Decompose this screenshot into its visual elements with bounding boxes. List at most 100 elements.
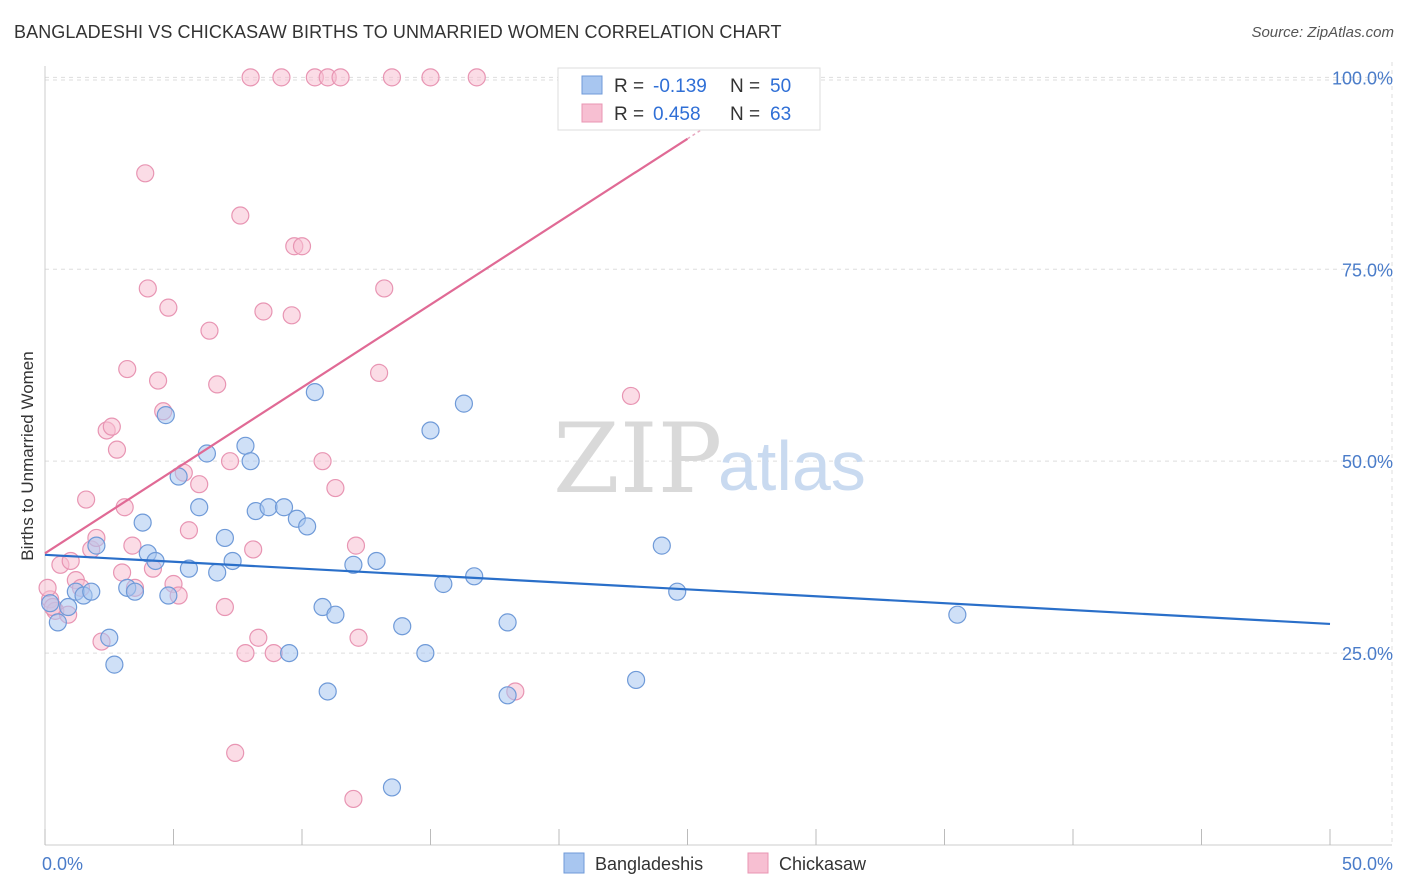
chickasaw-point-24: [159, 298, 178, 317]
bangladeshi-point-25: [259, 498, 278, 517]
chickasaw-point-33: [220, 452, 240, 471]
legend-box: R = -0.139 N = 50 R = 0.458 N = 63: [557, 67, 821, 131]
chickasaw-point-56: [382, 68, 402, 87]
chickasaw-point-55: [375, 279, 394, 298]
chickasaw-point-7: [77, 490, 96, 509]
chickasaw-point-43: [282, 306, 301, 325]
chickasaw-point-13: [107, 440, 127, 459]
legend-r-value-1: -0.139: [653, 76, 707, 97]
chickasaw-point-38: [241, 68, 260, 87]
chickasaw-point-34: [226, 743, 245, 762]
y-tick-label-3: 100.0%: [1332, 68, 1393, 88]
bangladeshi-point-13: [159, 586, 178, 605]
watermark: ZIP atlas: [553, 403, 866, 515]
bangladeshi-point-44: [498, 613, 517, 632]
y-tick-label-1: 50.0%: [1342, 452, 1393, 472]
bangladeshi-point-42: [465, 567, 484, 586]
legend-n-label-1: N =: [730, 76, 760, 97]
chickasaw-point-35: [231, 206, 250, 225]
chickasaw-point-17: [123, 536, 142, 555]
bangladeshi-point-20: [215, 528, 234, 548]
chickasaw-point-60: [621, 386, 641, 406]
chickasaw-point-49: [326, 478, 345, 498]
chickasaw-point-12: [102, 417, 121, 436]
legend-swatch-pink: [581, 103, 603, 123]
bangladeshi-point-48: [948, 605, 967, 624]
bangladeshi-point-7: [100, 628, 119, 647]
bangladeshi-point-38: [416, 643, 435, 663]
bangladeshi-point-10: [133, 513, 152, 532]
chickasaw-point-36: [236, 643, 255, 663]
axes: [44, 66, 1392, 846]
chickasaw-point-22: [148, 371, 168, 390]
chickasaw-trend-line: [44, 137, 689, 555]
bangladeshi-point-6: [87, 536, 106, 555]
chart-title: BANGLADESHI VS CHICKASAW BIRTHS TO UNMAR…: [14, 22, 782, 42]
bangladeshi-point-23: [241, 452, 260, 471]
bangladeshi-point-17: [190, 498, 209, 517]
chickasaw-point-14: [112, 563, 132, 582]
chickasaw-point-62: [38, 578, 57, 597]
bangladeshi-point-0: [41, 594, 60, 613]
bangladeshi-point-40: [434, 574, 453, 594]
chickasaw-point-19: [136, 164, 155, 183]
bangladeshi-point-29: [298, 517, 317, 536]
bangladeshi-point-1: [48, 613, 67, 632]
x-tick-label-0: 0.0%: [42, 854, 83, 874]
chickasaw-point-40: [254, 302, 273, 321]
bangladeshi-point-32: [318, 682, 337, 701]
bangladeshi-point-16: [179, 559, 199, 578]
chickasaw-point-51: [344, 789, 363, 809]
legend-r-value-2: 0.458: [653, 104, 701, 125]
bangladeshi-point-22: [236, 436, 255, 455]
bangladeshi-point-34: [344, 555, 363, 574]
chickasaw-point-20: [138, 279, 157, 298]
bangladeshi-point-47: [668, 582, 687, 601]
chickasaw-point-39: [249, 628, 268, 647]
bangladeshi-point-26: [274, 498, 294, 517]
legend-r-label-2: R =: [614, 104, 644, 125]
bangladeshi-point-37: [393, 617, 412, 636]
bangladeshi-point-45: [626, 670, 646, 690]
legend-n-label-2: N =: [730, 104, 760, 125]
bottom-legend-swatch-pink: [747, 852, 769, 874]
grid-lines: [45, 62, 1393, 845]
bangladeshi-point-14: [156, 406, 175, 425]
chickasaw-point-29: [190, 475, 209, 494]
watermark-zip: ZIP: [553, 403, 722, 515]
bangladeshi-point-27: [280, 643, 299, 663]
chickasaw-point-54: [370, 363, 389, 382]
chickasaw-point-41: [264, 643, 283, 663]
source-credit: Source: ZipAtlas.com: [1251, 24, 1394, 41]
bangladeshi-point-19: [208, 563, 227, 582]
y-tick-label-2: 75.0%: [1342, 260, 1393, 280]
legend-swatch-blue: [581, 75, 603, 95]
chickasaw-point-45: [292, 237, 312, 256]
y-axis-label: Births to Unmarried Women: [18, 351, 37, 560]
chickasaw-point-52: [349, 628, 368, 647]
chickasaw-point-58: [467, 68, 486, 87]
bangladeshi-point-39: [421, 421, 440, 440]
bangladeshi-point-36: [382, 778, 402, 797]
chickasaw-point-37: [244, 540, 263, 559]
legend-n-value-2: 63: [770, 104, 791, 125]
chickasaw-point-32: [215, 597, 234, 617]
watermark-atlas: atlas: [718, 427, 866, 505]
bangladeshi-point-2: [59, 597, 78, 617]
bangladeshi-point-35: [367, 551, 386, 571]
bottom-legend: Bangladeshis Chickasaw: [563, 852, 867, 874]
legend-n-value-1: 50: [770, 76, 791, 97]
chickasaw-points: [38, 68, 641, 809]
bangladeshi-trend-line: [44, 553, 1331, 626]
y-tick-label-0: 25.0%: [1342, 644, 1393, 664]
chickasaw-point-42: [272, 68, 291, 87]
bottom-legend-bangladeshis: Bangladeshis: [595, 854, 703, 874]
chickasaw-point-47: [313, 452, 332, 471]
chickasaw-point-31: [208, 375, 227, 394]
bangladeshi-point-5: [82, 582, 101, 601]
bangladeshi-point-33: [326, 605, 345, 624]
legend-r-label-1: R =: [614, 76, 644, 97]
bangladeshi-point-41: [454, 394, 474, 413]
chickasaw-point-16: [118, 359, 137, 379]
